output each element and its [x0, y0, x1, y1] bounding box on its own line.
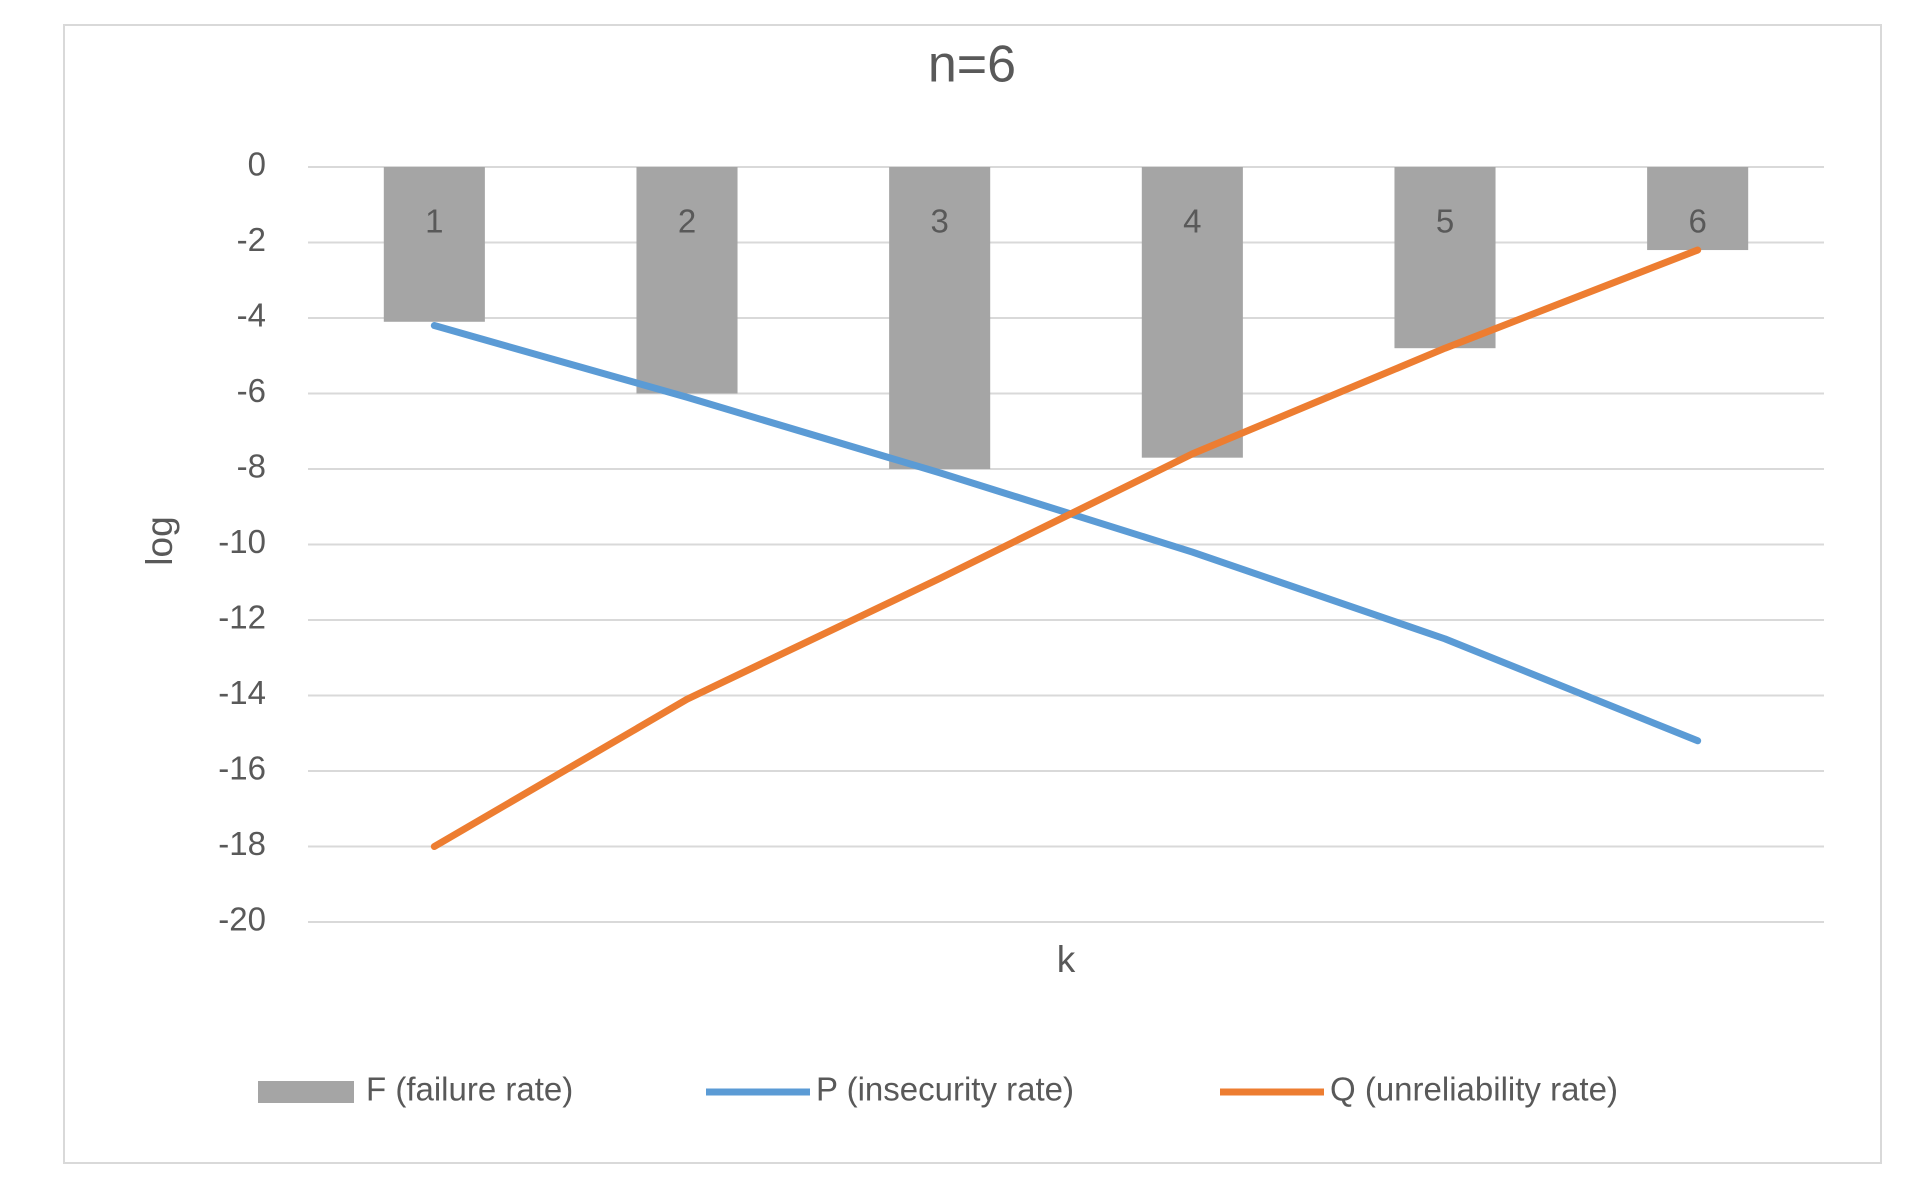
bar: [383, 167, 485, 322]
y-tick-label: 0: [248, 146, 266, 183]
y-tick-label: -8: [237, 448, 266, 485]
bar: [1394, 167, 1496, 349]
chart-title: n=6: [928, 36, 1016, 94]
y-tick-label: -12: [218, 599, 266, 636]
y-tick-label: -14: [218, 674, 266, 711]
bar: [1141, 167, 1243, 458]
x-tick-label: 3: [930, 203, 948, 240]
x-tick-label: 5: [1436, 203, 1454, 240]
x-tick-label: 2: [678, 203, 696, 240]
x-tick-label: 4: [1183, 203, 1201, 240]
y-tick-label: -4: [237, 297, 266, 334]
legend-swatch: [258, 1081, 354, 1103]
bar: [889, 167, 991, 469]
y-tick-label: -20: [218, 901, 266, 938]
x-axis-label: k: [1057, 939, 1076, 980]
y-axis-label: log: [139, 516, 180, 565]
x-tick-label: 1: [425, 203, 443, 240]
y-tick-label: -6: [237, 372, 266, 409]
y-tick-label: -2: [237, 221, 266, 258]
y-tick-label: -16: [218, 750, 266, 787]
x-tick-label: 6: [1688, 203, 1706, 240]
bar: [1647, 167, 1749, 251]
line: [430, 246, 1702, 850]
bar: [636, 167, 738, 394]
y-tick-label: -18: [218, 825, 266, 862]
y-tick-label: -10: [218, 523, 266, 560]
legend-label: F (failure rate): [366, 1071, 573, 1108]
legend-label: P (insecurity rate): [816, 1071, 1074, 1108]
legend-label: Q (unreliability rate): [1330, 1071, 1618, 1108]
